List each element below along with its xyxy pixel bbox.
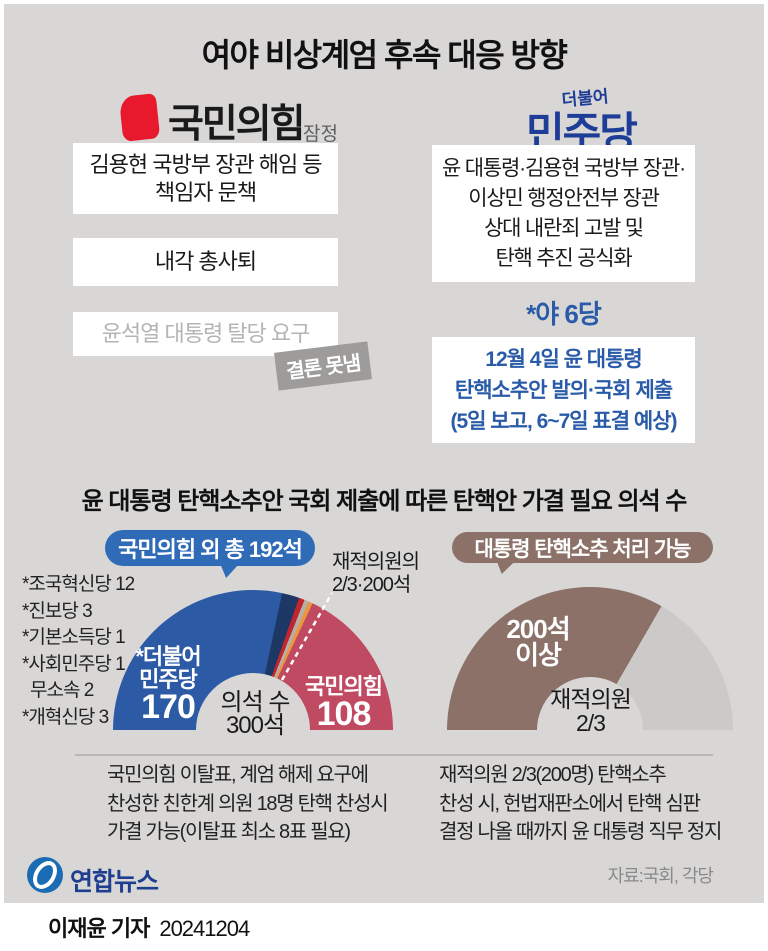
publish-date: 20241204: [159, 916, 250, 941]
reporter-byline: 이재윤 기자 20241204: [48, 911, 250, 943]
list-item: 무소속 2: [30, 680, 94, 701]
ppp-tentative-tag: 잠정: [303, 124, 338, 145]
threshold-label: 재적의원의 2/3·200석: [332, 551, 420, 596]
ppp-logo-icon: [118, 93, 161, 142]
minor-party-list: *조국혁신당 12 *진보당 3 *기본소득당 1 *사회민주당 1 무소속 2…: [22, 572, 162, 731]
notes-divider-line: [75, 754, 713, 756]
list-item: *사회민주당 1: [22, 653, 126, 675]
dp-action-box: 윤 대통령·김용현 국방부 장관· 이상민 행정안전부 장관 상대 내란죄 고발…: [432, 145, 695, 282]
opposition-coalition-label: *야 6당: [526, 299, 602, 329]
right-chart-bubble: 대통령 탄핵소추 처리 가능: [452, 532, 713, 563]
yonhap-logo-text: 연합뉴스: [70, 868, 159, 896]
chart-section-title: 윤 대통령 탄핵소추안 국회 제출에 따른 탄핵안 가결 필요 의석 수: [81, 488, 688, 515]
left-chart-bubble: 국민의힘 외 총 192석: [105, 530, 315, 566]
page-title: 여야 비상계엄 후속 대응 방향: [201, 37, 568, 73]
list-item: *조국혁신당 12: [22, 574, 135, 595]
left-chart-note: 국민의힘 이탈표, 계엄 해제 요구에 찬성한 친한계 의원 18명 탄핵 찬성…: [107, 764, 389, 843]
dp-segment-label: *더불어 민주당 170: [135, 644, 201, 726]
seat-distribution-chart: [113, 590, 393, 730]
yonhap-logo-icon: [27, 857, 63, 893]
impeachment-threshold-chart: [447, 587, 733, 730]
ppp-action-box-1: 김용현 국방부 장관 해임 등 책임자 문책: [73, 143, 338, 214]
threshold-main-label: 200석 이상: [506, 614, 570, 670]
source-credit: 자료:국회, 각당: [607, 866, 714, 886]
two-thirds-center-label: 재적의원 2/3: [550, 686, 632, 736]
ppp-segment-label: 국민의힘 108: [305, 674, 383, 733]
total-seats-label: 의석 수 300석: [220, 689, 291, 739]
ppp-logo-text: 국민의힘: [168, 103, 306, 146]
impeachment-schedule-box: 12월 4일 윤 대통령 탄핵소추안 발의·국회 제출 (5일 보고, 6~7일…: [432, 337, 695, 443]
list-item: *기본소득당 1: [22, 627, 126, 648]
reporter-name: 이재윤 기자: [48, 916, 150, 941]
right-chart-note: 재적의원 2/3(200명) 탄핵소추 찬성 시, 헌법재판소에서 탄핵 심판 …: [439, 764, 722, 843]
list-item: *진보당 3: [22, 600, 93, 622]
two-thirds-dashed-line: [280, 592, 334, 681]
ppp-action-box-2: 내각 총사퇴: [73, 238, 338, 286]
list-item: *개혁신당 3: [22, 706, 109, 728]
ppp-action-box-3: 윤석열 대통령 탈당 요구: [73, 312, 338, 356]
